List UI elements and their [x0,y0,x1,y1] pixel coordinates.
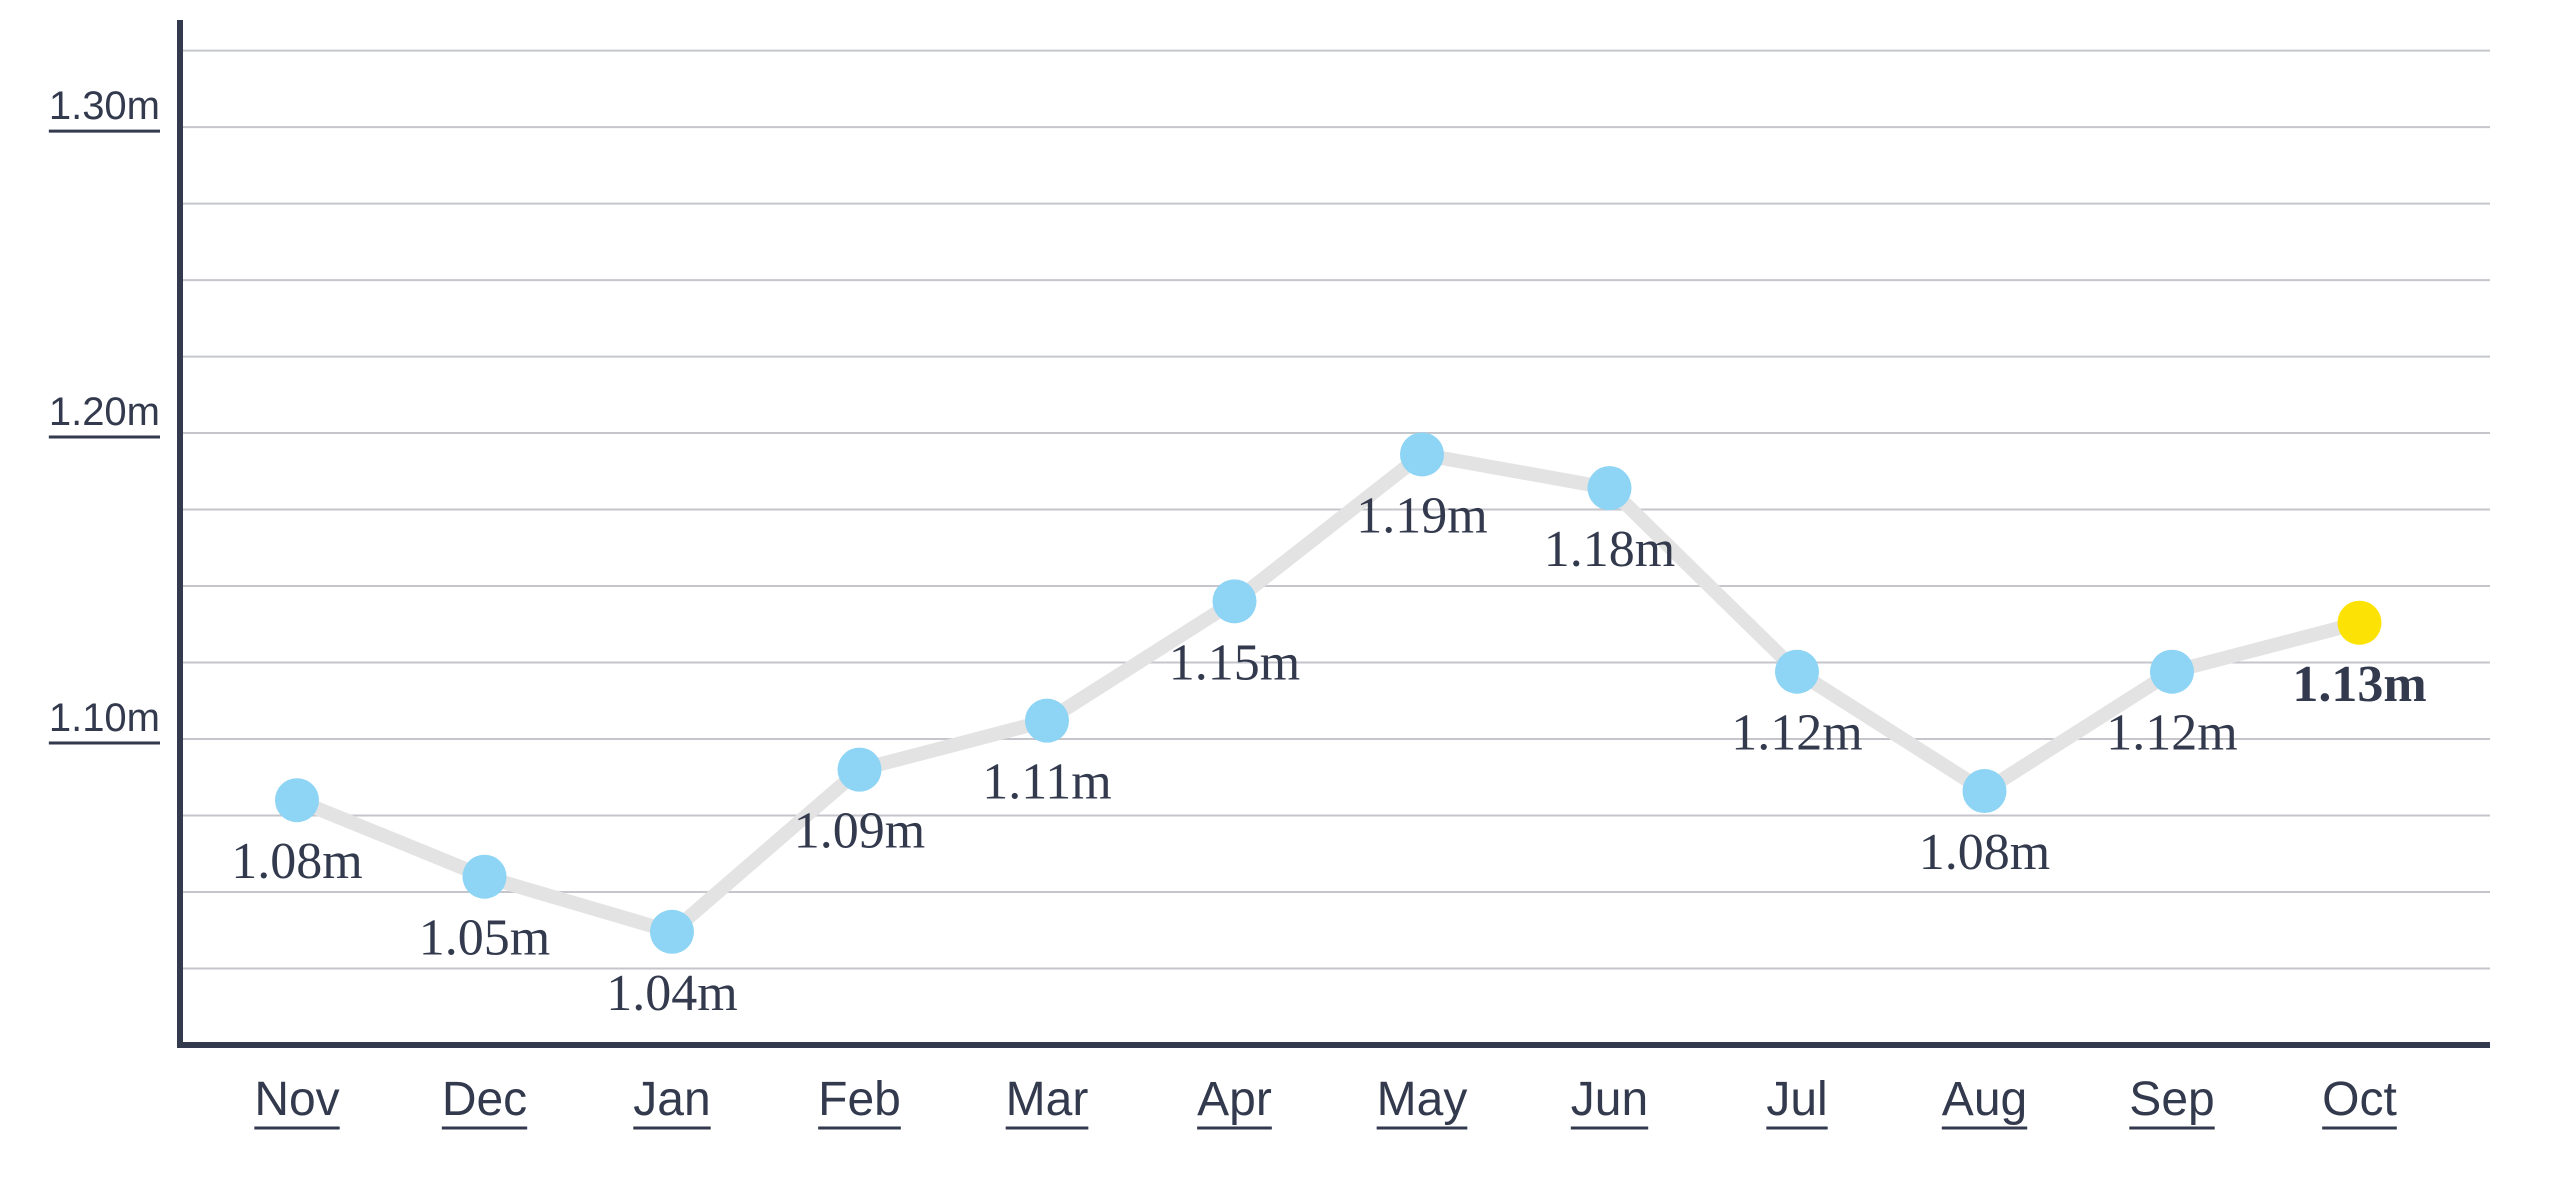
x-tick-label: Jan [633,1073,710,1126]
x-tick: Apr [1197,1073,1272,1130]
x-tick: Oct [2322,1073,2397,1130]
data-label: 1.08m [231,833,362,890]
data-point [1775,649,1819,694]
x-tick: Sep [2129,1073,2215,1130]
y-tick-label: 1.20m [49,390,160,434]
series-line [290,447,2367,939]
data-point [462,854,507,899]
x-tick-label: Mar [1006,1073,1089,1126]
x-tick: Feb [818,1073,901,1130]
x-tick-label: May [1377,1073,1468,1126]
data-point [2150,649,2194,694]
data-label: 1.05m [419,910,550,967]
data-point [650,909,694,954]
data-point [1025,698,1069,743]
data-label: 1.09m [794,803,925,860]
y-tick: 1.20m [48,390,160,439]
x-tick: Jan [633,1073,711,1130]
x-tick-label: Aug [1942,1073,2027,1126]
data-label: 1.04m [606,965,737,1022]
x-tick-label: Jul [1766,1073,1827,1126]
y-tick-label: 1.10m [49,696,160,740]
x-tick-label: Dec [442,1073,527,1126]
data-point-highlight [2337,600,2382,645]
data-point [1212,579,1257,624]
data-label: 1.11m [982,754,1112,811]
x-tick-label: Jun [1571,1073,1648,1126]
x-tick: Aug [1941,1073,2028,1130]
series-line-group [290,447,2367,939]
x-tick: Jul [1766,1073,1828,1130]
x-tick: Jun [1570,1073,1649,1130]
x-tick-label: Feb [818,1073,901,1126]
data-label: 1.19m [1356,487,1487,544]
axes [177,20,2490,1048]
x-tick: Mar [1005,1073,1089,1130]
x-tick-label: Nov [254,1073,339,1126]
data-label: 1.08m [1919,824,2050,881]
y-tick: 1.10m [48,696,160,745]
data-point [1587,466,1632,511]
data-label: 1.18m [1544,521,1675,578]
data-points [275,432,2382,954]
x-tick: May [1376,1073,1468,1130]
gridlines [180,49,2490,970]
x-tick-label: Apr [1197,1073,1272,1126]
data-point [837,747,882,792]
x-axis-ticks: Nov Dec Jan Feb Mar Apr May Jun Jul Aug Sep Oct [254,1073,2397,1130]
data-point [1962,769,2007,814]
x-tick-label: Sep [2129,1073,2214,1126]
y-axis-ticks: 1.30m 1.20m 1.10m [48,84,160,745]
y-tick: 1.30m [48,84,160,133]
x-tick: Dec [441,1073,528,1130]
axis-lines [177,20,2490,1048]
data-label: 1.15m [1169,634,1300,691]
x-tick-label: Oct [2322,1073,2397,1126]
data-point [1400,432,1444,477]
data-label: 1.12m [1731,705,1862,762]
x-tick: Nov [254,1073,340,1130]
data-label: 1.13m [2292,656,2426,713]
y-tick-label: 1.30m [49,84,160,128]
data-label: 1.12m [2106,705,2237,762]
data-point [275,778,319,823]
data-labels: 1.08m 1.05m 1.04m 1.09m 1.11m 1.15m 1.19m 1.18m… [231,487,2426,1021]
